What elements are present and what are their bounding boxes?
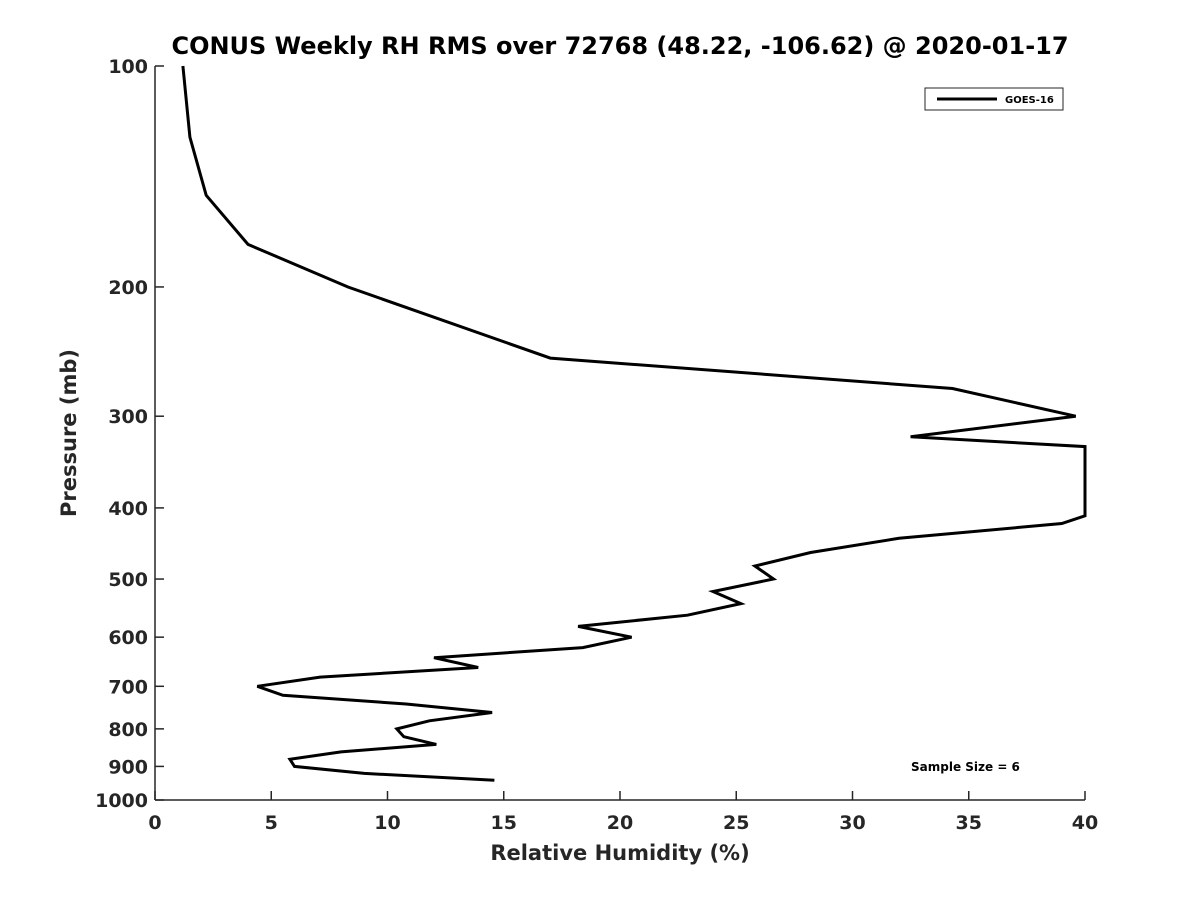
y-tick-label: 100 xyxy=(108,56,148,78)
y-tick-label: 1000 xyxy=(95,790,148,812)
x-tick-label: 15 xyxy=(491,812,517,834)
x-tick-label: 25 xyxy=(723,812,749,834)
y-tick-label: 200 xyxy=(108,277,148,299)
y-tick-label: 300 xyxy=(108,406,148,428)
y-tick-label: 500 xyxy=(108,569,148,591)
x-tick-label: 10 xyxy=(374,812,400,834)
series-line-goes-16 xyxy=(181,65,1087,782)
y-tick-label: 700 xyxy=(108,676,148,698)
x-axis-label: Relative Humidity (%) xyxy=(490,841,749,865)
legend: GOES-16 xyxy=(924,87,1064,111)
legend-label-goes-16: GOES-16 xyxy=(1005,95,1054,106)
chart-title: CONUS Weekly RH RMS over 72768 (48.22, -… xyxy=(171,32,1068,60)
y-tick-label: 600 xyxy=(108,627,148,649)
sample-size-annotation: Sample Size = 6 xyxy=(911,760,1020,774)
x-tick-label: 20 xyxy=(607,812,633,834)
x-tick-label: 40 xyxy=(1072,812,1098,834)
x-tick-label: 35 xyxy=(956,812,982,834)
y-tick-label: 800 xyxy=(108,719,148,741)
x-tick-label: 30 xyxy=(839,812,865,834)
x-tick-label: 5 xyxy=(265,812,278,834)
y-axis-ticks: 100 200 300 400 500 600 700 800 900 1000 xyxy=(95,56,164,812)
series-layer xyxy=(181,65,1087,782)
y-tick-label: 400 xyxy=(108,498,148,520)
y-axis-label: Pressure (mb) xyxy=(57,349,81,517)
y-tick-label: 900 xyxy=(108,756,148,778)
x-tick-label: 0 xyxy=(148,812,161,834)
x-axis-ticks: 0 5 10 15 20 25 30 35 40 xyxy=(148,791,1098,834)
